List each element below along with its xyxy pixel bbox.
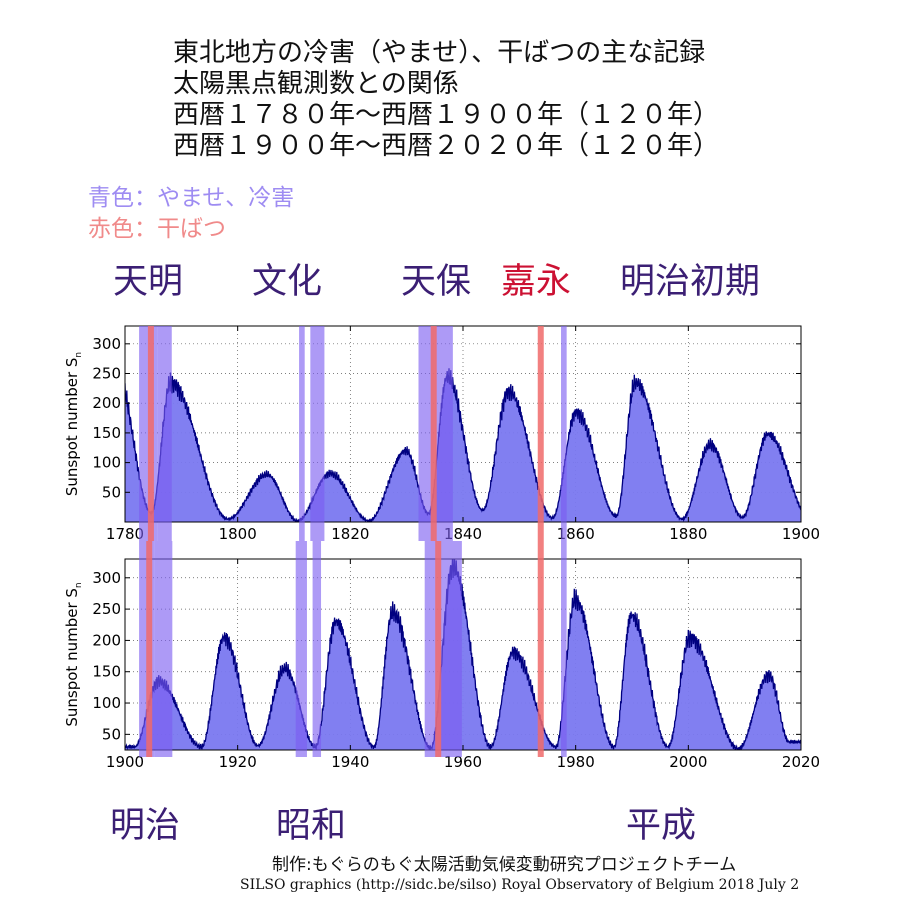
cold-summer-band [310, 326, 325, 541]
x-tick-label: 1880 [669, 525, 707, 543]
y-axis-label-main: Sunspot number S [63, 588, 81, 727]
era-label-showa: 昭和 [276, 806, 347, 846]
x-tick-label: 2020 [782, 753, 820, 771]
cold-summer-band [295, 541, 307, 757]
cold-summer-band [418, 326, 435, 541]
drought-line [435, 541, 442, 757]
x-tick-label: 1780 [106, 525, 144, 543]
cold-summer-band [434, 326, 453, 541]
y-tick-label: 50 [102, 725, 121, 743]
y-axis-label-main: Sunspot number S [63, 358, 81, 497]
y-tick-label: 200 [92, 394, 121, 412]
x-tick-label: 1960 [444, 753, 482, 771]
drought-line [430, 326, 437, 541]
credit-text: 制作:もぐらのもぐ太陽活動気候変動研究プロジェクトチーム [272, 855, 737, 875]
cold-summer-band [299, 326, 305, 541]
x-tick-label: 1820 [331, 525, 369, 543]
legend-blue-text: 青色：やませ、冷害 [88, 185, 295, 211]
cold-summer-band [561, 326, 567, 541]
sunspot-area [125, 559, 801, 750]
title-line-2: 太陽黒点観測数との関係 [173, 69, 459, 99]
era-label-meiji-shoki: 明治初期 [620, 262, 761, 302]
x-tick-label: 1900 [106, 753, 144, 771]
drought-line [537, 326, 544, 541]
x-tick-label: 2000 [669, 753, 707, 771]
source-text: SILSO graphics (http://sidc.be/silso) Ro… [240, 877, 800, 893]
y-tick-label: 150 [92, 663, 121, 681]
drought-line [537, 541, 544, 757]
y-axis-label-sub: n [74, 582, 84, 588]
y-tick-label: 250 [92, 365, 121, 383]
y-axis-label: Sunspot number Sn [63, 352, 84, 496]
drought-line [146, 541, 153, 757]
era-label-bunka: 文化 [252, 262, 323, 302]
x-tick-label: 1920 [219, 753, 257, 771]
drought-line [147, 326, 154, 541]
era-label-heisei: 平成 [626, 806, 697, 846]
y-tick-label: 300 [92, 569, 121, 587]
legend-red-text: 赤色：干ばつ [88, 216, 226, 242]
cold-summer-band [154, 541, 173, 757]
title-line-3: 西暦１７８０年〜西暦１９００年（１２０年） [173, 100, 720, 130]
y-tick-label: 100 [92, 694, 121, 712]
title-line-1: 東北地方の冷害（やませ）、干ばつの主な記録 [173, 38, 706, 68]
y-tick-label: 150 [92, 424, 121, 442]
cold-summer-band [157, 326, 172, 541]
cold-summer-band [437, 541, 462, 757]
era-label-kaei: 嘉永 [501, 262, 572, 302]
x-tick-label: 1840 [444, 525, 482, 543]
x-tick-label: 1980 [557, 753, 595, 771]
y-axis-label-sub: n [74, 352, 84, 358]
y-tick-label: 250 [92, 600, 121, 618]
cold-summer-band [312, 541, 322, 757]
title-line-4: 西暦１９００年〜西暦２０２０年（１２０年） [173, 131, 720, 161]
x-tick-label: 1940 [331, 753, 369, 771]
y-tick-label: 50 [102, 483, 121, 501]
y-axis-label: Sunspot number Sn [63, 582, 84, 726]
cold-summer-band [561, 541, 567, 757]
cold-summer-band [424, 541, 438, 757]
chart-panel-2: 50 100 150 200 250 300 1900 1920 1940 1960 1980 200… [63, 541, 820, 771]
sunspot-line [125, 368, 801, 522]
sunspot-area [125, 368, 801, 522]
era-label-tenmei: 天明 [113, 262, 184, 302]
x-tick-label: 1800 [219, 525, 257, 543]
y-tick-label: 200 [92, 631, 121, 649]
era-label-meiji: 明治 [110, 806, 181, 846]
era-label-tenpo: 天保 [401, 262, 472, 302]
y-tick-label: 300 [92, 335, 121, 353]
y-tick-label: 100 [92, 454, 121, 472]
x-tick-label: 1900 [782, 525, 820, 543]
sunspot-line [125, 559, 801, 750]
